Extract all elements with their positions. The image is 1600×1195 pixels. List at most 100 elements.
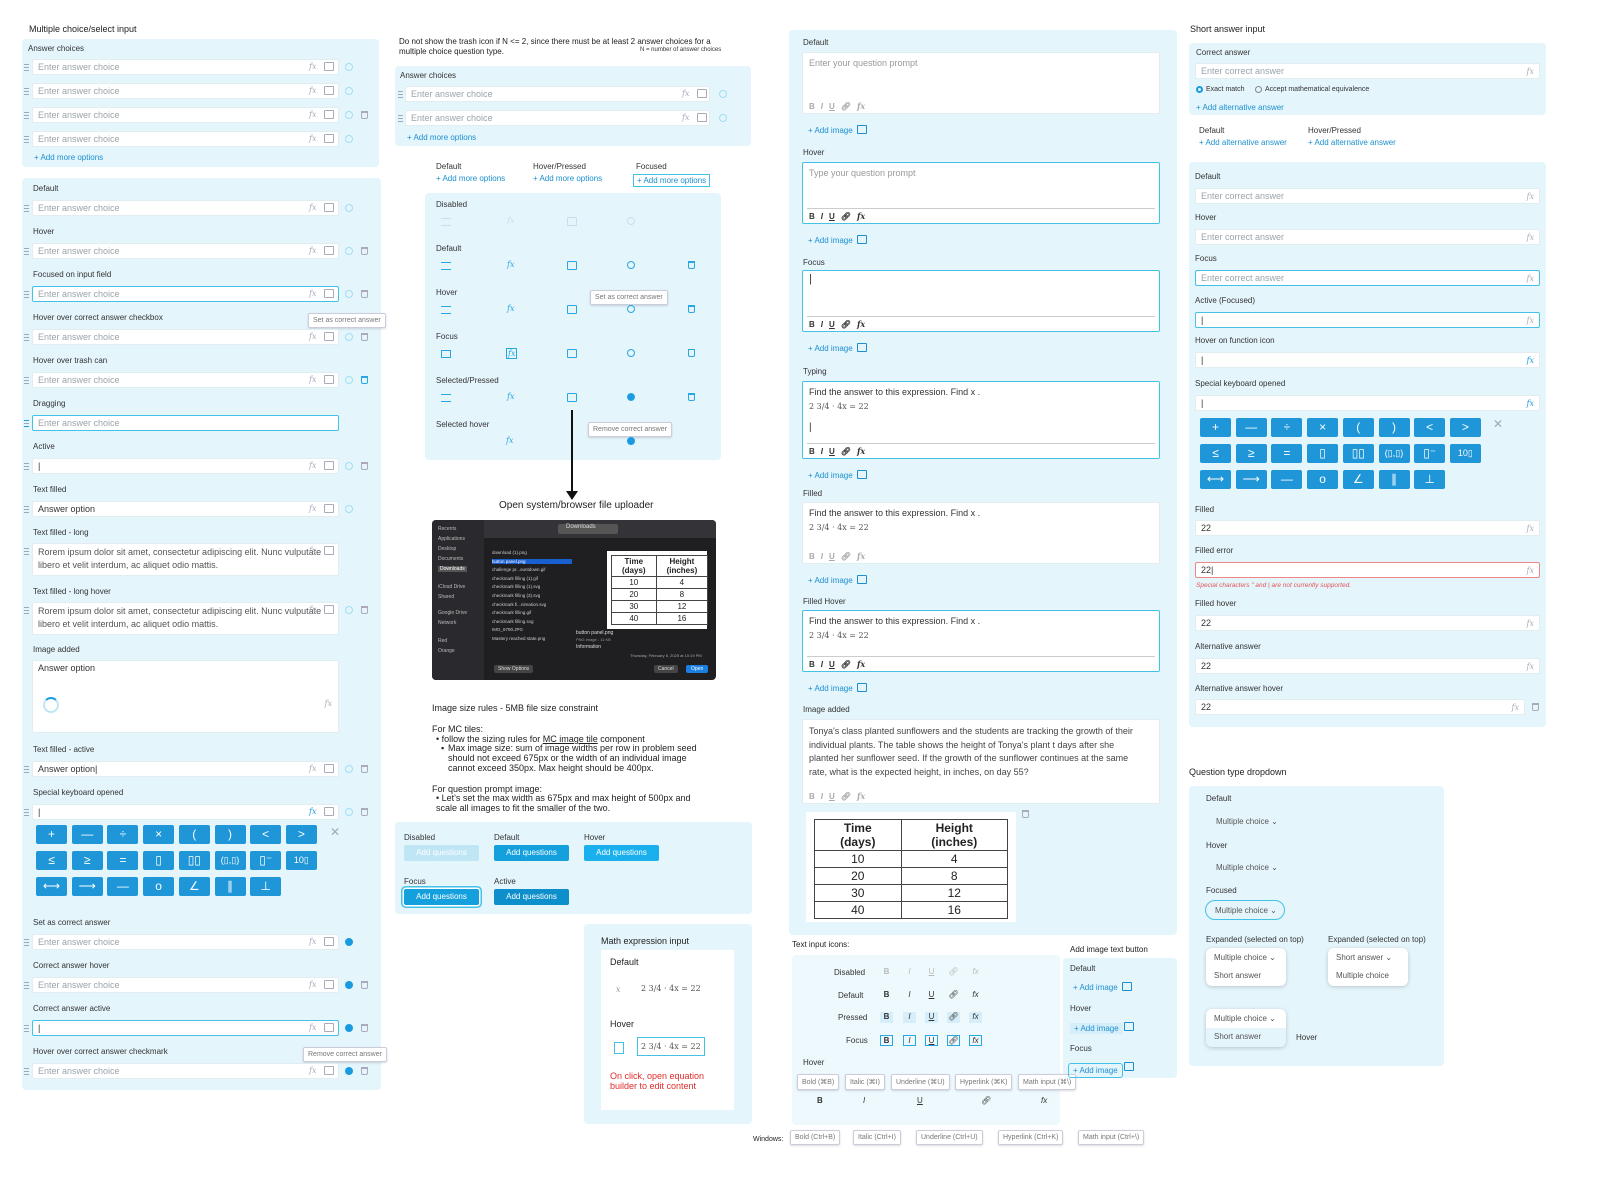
image-icon[interactable] [567,305,577,314]
format-icon[interactable]: U [928,990,935,999]
add-alternative-link[interactable]: + Add alternative answer [1196,103,1284,112]
drag-handle-icon[interactable] [24,548,29,555]
trash-icon[interactable] [361,333,368,341]
trash-icon[interactable] [361,1067,368,1075]
file-item[interactable]: Mastery reached state.png [492,636,546,641]
drag-handle-icon[interactable] [24,463,29,470]
sidebar-item[interactable]: Recents [438,526,457,532]
image-icon[interactable] [324,332,334,341]
keyboard-key[interactable]: (▯,▯) [214,851,246,870]
keyboard-key[interactable]: ∥ [214,877,246,896]
keyboard-key[interactable]: ▯ [143,851,175,870]
dropdown-option[interactable]: Short answer [1214,971,1262,980]
function-icon[interactable]: fx [309,1023,317,1032]
add-questions-button[interactable]: Add questions [584,845,659,861]
keyboard-key[interactable]: — [107,877,139,896]
function-icon[interactable]: fx [309,110,317,119]
keyboard-close-icon-2[interactable]: ✕ [1493,417,1504,431]
add-more-options-link[interactable]: + Add more options [34,153,104,162]
function-icon[interactable]: fx [506,436,514,445]
function-icon[interactable]: fx [507,216,515,225]
sidebar-item[interactable]: Google Drive [438,610,468,616]
trash-icon[interactable] [361,981,368,989]
function-icon[interactable]: fx [1526,316,1534,325]
correct-answer-checkbox[interactable] [719,90,727,98]
trash-icon[interactable] [361,290,368,298]
add-questions-button[interactable]: Add questions [404,889,479,905]
keyboard-key[interactable]: ⟷ [1200,470,1231,489]
keyboard-key[interactable]: (▯,▯) [1378,444,1410,463]
correct-answer-checkbox[interactable] [345,808,353,816]
trash-icon[interactable] [361,808,368,816]
keyboard-close-icon[interactable]: ✕ [330,825,341,839]
function-icon[interactable]: fx [309,764,317,773]
answer-choice-input[interactable]: Answer option| [32,761,339,777]
keyboard-key[interactable]: + [36,825,67,844]
answer-choice-input[interactable]: Enter answer choice [32,107,339,123]
add-more-options-link[interactable]: + Add more options [436,174,506,183]
trash-icon[interactable] [688,261,695,269]
format-icon[interactable]: I [908,967,911,976]
drag-handle-icon[interactable] [24,334,29,341]
keyboard-key[interactable]: — [1271,470,1303,489]
format-icon[interactable]: fx [969,1012,982,1023]
function-icon[interactable]: fx [309,605,317,614]
short-answer-input[interactable]: 22 fx [1195,658,1540,674]
function-icon[interactable]: fx [1526,192,1534,201]
math-expr-hover[interactable]: 2 3/4 · 4x = 22 [637,1037,705,1056]
keyboard-key[interactable]: > [285,825,317,844]
format-icon[interactable]: 🔗︎ [947,1012,960,1023]
sidebar-item[interactable]: Orange [438,648,455,654]
keyboard-key[interactable]: ⟷ [36,877,67,896]
short-answer-input[interactable]: | fx [1195,312,1540,328]
sidebar-item[interactable]: Network [438,620,457,626]
dropdown-option-selected[interactable]: Multiple choice ⌄ [1214,1014,1276,1023]
math-expression[interactable]: 2 3/4 · 4x = 22 [809,402,869,411]
format-icon[interactable]: U [925,1012,938,1023]
function-icon[interactable]: fx [309,134,317,143]
drag-handle-icon[interactable] [24,88,29,95]
image-icon[interactable] [324,134,334,143]
image-icon[interactable] [857,575,867,584]
trash-icon[interactable] [1532,703,1539,711]
drag-handle-icon[interactable] [398,91,403,98]
trash-icon[interactable] [361,376,368,384]
function-icon[interactable]: fx [682,89,690,98]
keyboard-key[interactable]: 10▯ [285,851,317,870]
add-image-button[interactable]: + Add image [1068,1063,1123,1078]
file-item[interactable]: IMG_6790.JPG [492,627,524,633]
image-icon[interactable] [324,546,334,555]
format-icon[interactable]: U [925,1035,938,1046]
file-item[interactable]: download (1).png [492,550,527,555]
image-icon[interactable] [324,203,334,212]
function-icon[interactable]: fx [1526,399,1534,408]
function-icon[interactable]: fx [324,699,332,708]
drag-handle-icon[interactable] [24,939,29,946]
format-icon[interactable]: 🔗︎ [948,990,959,999]
file-item[interactable]: checkmark filling (1).gif [492,575,539,581]
keyboard-key[interactable]: ▯⁻ [1414,444,1446,463]
answer-choice-input[interactable]: Enter answer choice [405,86,710,102]
keyboard-key[interactable]: ▯▯ [1342,444,1374,463]
image-icon[interactable] [857,343,867,352]
keyboard-key[interactable]: < [1414,418,1446,437]
keyboard-key[interactable]: ( [1342,418,1374,437]
answer-choice-input[interactable]: Enter answer choice [32,415,339,431]
function-icon[interactable]: fx [1526,356,1534,365]
image-icon[interactable] [324,504,334,513]
question-prompt-field[interactable]: Type your question prompt B I U 🔗︎ fx [802,162,1160,224]
image-icon[interactable] [324,246,334,255]
image-icon[interactable] [697,89,707,98]
image-icon[interactable] [324,110,334,119]
dropdown-option-hover[interactable]: Short answer [1206,1028,1286,1047]
image-icon[interactable] [567,217,577,226]
answer-choice-input[interactable]: Answer option [32,501,339,517]
correct-answer-checkbox[interactable] [627,261,635,269]
short-answer-input[interactable]: 22| fx [1195,562,1540,578]
show-options-button[interactable]: Show Options [494,665,534,673]
keyboard-key[interactable]: ) [214,825,246,844]
keyboard-key[interactable]: ) [1378,418,1410,437]
file-item[interactable]: challenge pr...ountdown.gif [492,567,546,573]
add-image-link[interactable]: + Add image [808,126,853,135]
answer-choice-input[interactable]: Enter answer choice [32,59,339,75]
